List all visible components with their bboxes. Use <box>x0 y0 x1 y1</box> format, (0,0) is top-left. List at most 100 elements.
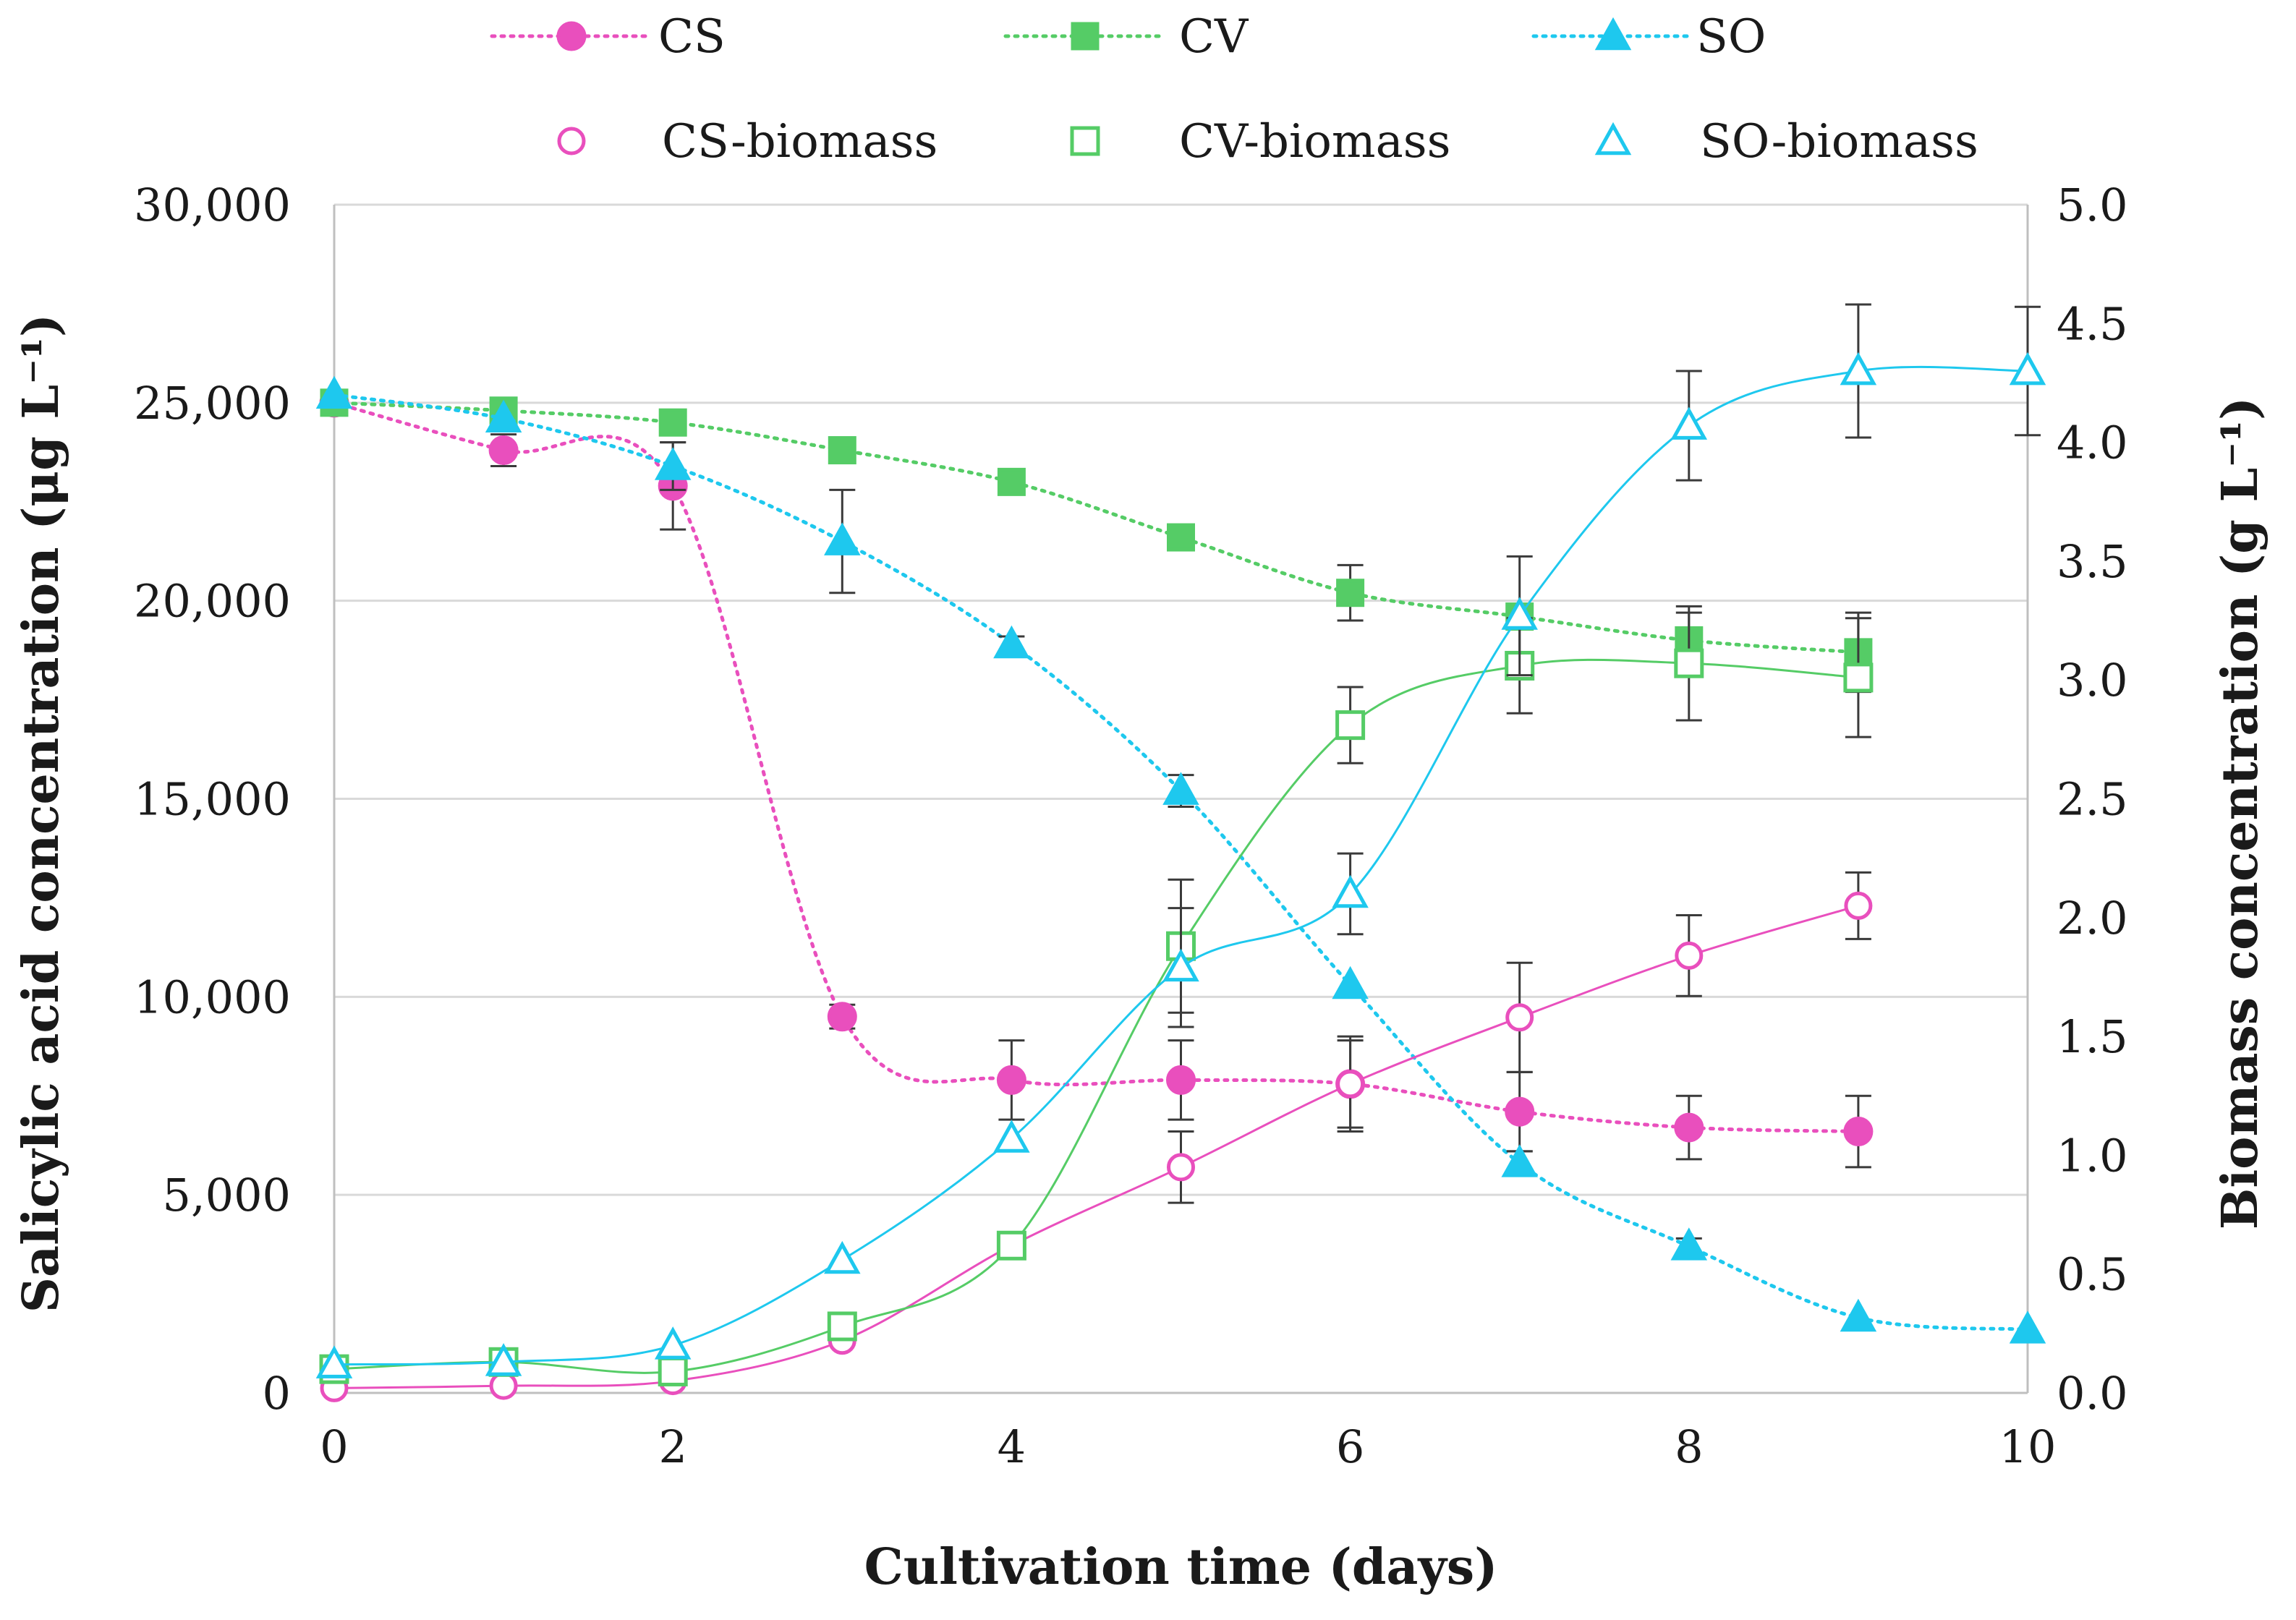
legend-label: CS <box>658 10 726 64</box>
legend-label: CV-biomass <box>1179 115 1450 169</box>
data-point <box>1501 1144 1538 1177</box>
y-right-axis-title: Biomass concentration (g L⁻¹) <box>2211 397 2269 1229</box>
y-right-tick-label: 2.5 <box>2057 773 2128 826</box>
data-point <box>2009 351 2046 385</box>
y-left-tick-label: 30,000 <box>134 179 291 231</box>
data-point <box>485 1343 522 1376</box>
data-point <box>1843 1117 1874 1147</box>
data-point <box>1167 523 1195 552</box>
legend-item-cs-biomass: CS-biomass <box>557 115 937 169</box>
series-so-biomass <box>315 303 2046 1378</box>
legend-label: CS-biomass <box>662 115 937 169</box>
data-point <box>1335 710 1366 741</box>
data-point <box>827 1002 857 1032</box>
legend-item-so-biomass: SO-biomass <box>1594 115 1978 169</box>
tick-labels: 0 5,000 10,000 15,000 20,000 25,000 30,000 0.0 0… <box>134 179 2128 1473</box>
legend-label: CV <box>1179 10 1249 64</box>
legend-marker <box>556 21 587 51</box>
data-point <box>993 625 1030 659</box>
data-point <box>315 1345 353 1378</box>
data-point <box>1166 1065 1196 1095</box>
x-tick-label: 8 <box>1675 1420 1703 1473</box>
x-tick-label: 4 <box>998 1420 1026 1473</box>
data-point <box>658 408 687 437</box>
y-left-axis-title: Salicylic acid concentration (μg L⁻¹) <box>12 314 70 1313</box>
fit-curve <box>333 904 1859 1389</box>
data-point <box>2009 1310 2046 1344</box>
x-tick-label: 2 <box>658 1420 686 1473</box>
legend-marker <box>1071 22 1100 51</box>
data-point <box>1505 1003 1534 1032</box>
legend: CS CV SO CS-biomass CV-biomass SO-biomass <box>490 10 1978 169</box>
data-point <box>489 1371 518 1400</box>
legend-item-cv-biomass: CV-biomass <box>1070 115 1450 169</box>
data-point <box>1332 874 1369 908</box>
data-point <box>1162 772 1199 805</box>
data-point <box>1840 1298 1877 1332</box>
data-point <box>1843 662 1874 693</box>
x-tick-label: 0 <box>320 1420 348 1473</box>
y-left-tick-label: 5,000 <box>163 1169 292 1222</box>
data-point <box>1336 579 1365 608</box>
fit-curve <box>333 365 2028 1366</box>
legend-item-cs: CS <box>490 10 726 64</box>
data-point <box>1674 1112 1704 1143</box>
y-left-tick-label: 20,000 <box>134 575 291 628</box>
legend-marker <box>1070 126 1100 156</box>
data-point <box>1501 597 1538 630</box>
data-point <box>654 1326 692 1360</box>
x-tick-label: 10 <box>1999 1420 2057 1473</box>
legend-label: SO <box>1696 10 1766 64</box>
data-point <box>824 1240 861 1274</box>
y-left-tick-label: 15,000 <box>134 773 291 826</box>
y-right-tick-label: 2.0 <box>2057 892 2128 945</box>
x-tick-label: 6 <box>1336 1420 1364 1473</box>
data-point <box>315 375 353 409</box>
legend-item-cv: CV <box>1003 10 1249 64</box>
y-right-tick-label: 4.0 <box>2057 417 2128 469</box>
data-point <box>488 435 519 466</box>
data-point <box>1505 1096 1535 1127</box>
data-point <box>1332 965 1369 999</box>
legend-marker <box>1594 17 1632 51</box>
data-point <box>996 1230 1026 1261</box>
data-point <box>827 1311 857 1342</box>
series <box>315 303 2046 1402</box>
series-line <box>332 401 1861 1134</box>
legend-label: SO-biomass <box>1700 115 1978 169</box>
y-right-tick-label: 1.5 <box>2057 1010 2128 1063</box>
data-point <box>997 467 1026 496</box>
fit-curve <box>333 658 1859 1374</box>
data-point <box>654 447 692 480</box>
data-point <box>658 1356 688 1386</box>
legend-marker <box>1594 122 1632 155</box>
y-left-tick-label: 0 <box>263 1367 291 1420</box>
data-point <box>1162 948 1199 982</box>
data-point <box>1674 648 1704 678</box>
data-point <box>1670 1227 1708 1261</box>
series-so <box>315 375 2046 1344</box>
data-point <box>1336 1070 1365 1099</box>
data-point <box>485 399 522 433</box>
series-cs-biomass <box>320 871 1873 1402</box>
y-right-tick-label: 4.5 <box>2057 297 2128 350</box>
y-right-tick-label: 3.5 <box>2057 535 2128 588</box>
y-right-tick-label: 3.0 <box>2057 654 2128 707</box>
series-line <box>332 401 1861 655</box>
series-cv <box>320 388 1873 694</box>
data-point <box>824 522 861 555</box>
y-left-tick-label: 10,000 <box>134 971 291 1023</box>
y-right-tick-label: 0.5 <box>2057 1248 2128 1301</box>
series-cv-biomass <box>319 605 1874 1386</box>
data-point <box>1840 351 1877 385</box>
data-point <box>993 1120 1030 1153</box>
x-axis-title: Cultivation time (days) <box>864 1538 1498 1596</box>
data-point <box>1844 891 1873 920</box>
legend-marker <box>557 127 586 155</box>
data-point <box>1670 406 1708 440</box>
data-point <box>828 436 856 465</box>
y-right-tick-label: 5.0 <box>2057 179 2128 231</box>
y-left-tick-label: 25,000 <box>134 377 291 430</box>
data-point <box>996 1065 1026 1095</box>
